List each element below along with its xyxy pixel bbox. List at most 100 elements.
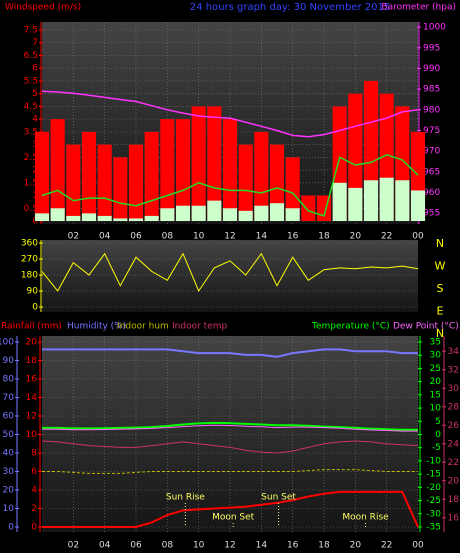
bar <box>144 131 159 221</box>
y-tick-label: 90 <box>27 287 39 297</box>
y-tick-label: 955 <box>423 209 440 219</box>
bar <box>254 131 269 221</box>
y-tick-label: 3.5 <box>24 127 38 137</box>
bar <box>191 205 206 221</box>
y-tick-label: 4 <box>31 486 37 496</box>
y-tick-label: 990 <box>423 64 440 74</box>
y-tick-label: 980 <box>423 105 440 115</box>
bar <box>81 213 97 221</box>
y-tick-label: 34 <box>448 347 460 357</box>
y-tick-label: -30 <box>426 509 441 519</box>
y-tick-label: 90 <box>3 356 15 366</box>
bar <box>81 131 97 221</box>
y-tick-label: 6 <box>32 64 38 74</box>
bar <box>285 157 300 221</box>
x-tick-label: 18 <box>318 232 330 242</box>
y-tick-label: 26 <box>448 421 460 431</box>
x-tick-label: 18 <box>318 541 330 551</box>
y-tick-label: 0 <box>8 523 14 533</box>
y-tick-label: 80 <box>3 375 15 385</box>
y-tick-label: 16 <box>26 375 38 385</box>
y-tick-label: 35 <box>430 338 441 348</box>
compass-label: N <box>436 237 444 250</box>
compass-label: N <box>436 327 444 340</box>
series-line <box>42 421 418 431</box>
bar <box>301 195 316 221</box>
series-line <box>42 469 418 474</box>
bar <box>160 119 175 221</box>
y-tick-label: -5 <box>432 443 441 453</box>
bar <box>285 208 300 221</box>
bar <box>97 144 112 221</box>
legend-label: Humidity (%) <box>67 322 126 332</box>
y-tick-label: 2 <box>31 504 37 514</box>
legend-label: Indoor hum <box>117 322 169 332</box>
legend-label: Temperature (°C) <box>311 322 390 332</box>
y-tick-label: 0 <box>32 303 38 313</box>
y-tick-label: 12 <box>26 412 37 422</box>
y-tick-label: 4 <box>32 115 38 125</box>
series-line <box>42 348 418 358</box>
bar <box>128 144 144 221</box>
chart-title: 24 hours graph day: 30 November 2015 <box>190 2 390 13</box>
y-tick-label: 0 <box>32 217 38 227</box>
y-tick-label: 10 <box>430 404 442 414</box>
y-tick-label: 14 <box>26 393 38 403</box>
series-line <box>41 153 419 217</box>
event-label: Moon Rise <box>342 513 389 523</box>
y-tick-label: 180 <box>21 271 38 281</box>
x-tick-label: 08 <box>162 541 174 551</box>
x-tick-label: 00 <box>412 232 424 242</box>
bar <box>207 200 222 221</box>
y-tick-label: 40 <box>3 449 15 459</box>
y-tick-label: 20 <box>448 476 460 486</box>
compass-label: S <box>437 282 444 295</box>
y-tick-label: 25 <box>430 364 441 374</box>
x-tick-label: 10 <box>193 232 205 242</box>
bar <box>222 208 238 221</box>
y-tick-label: 8 <box>31 449 37 459</box>
y-tick-label: -35 <box>426 523 441 533</box>
plot-background <box>42 336 418 532</box>
y-tick-label: 1.5 <box>24 178 38 188</box>
y-tick-label: 10 <box>26 430 38 440</box>
y-tick-label: 30 <box>430 351 442 361</box>
y-tick-label: 15 <box>430 390 441 400</box>
bar <box>238 210 253 221</box>
x-tick-label: 20 <box>350 541 362 551</box>
x-tick-label: 02 <box>68 541 79 551</box>
legend-label: Indoor temp <box>172 322 227 332</box>
compass-label: W <box>435 260 446 273</box>
bar <box>254 205 269 221</box>
y-tick-label: 7 <box>32 38 38 48</box>
y-tick-label: 20 <box>26 338 38 348</box>
y-tick-label: 360 <box>21 239 38 249</box>
y-tick-label: 6.5 <box>24 51 38 61</box>
bar <box>363 180 379 221</box>
y-tick-label: 24 <box>448 439 460 449</box>
x-tick-label: 12 <box>224 232 235 242</box>
x-tick-label: 04 <box>99 541 111 551</box>
y-tick-label: 970 <box>423 147 440 157</box>
legend-label: Dew Point (°C) <box>393 322 459 332</box>
x-tick-label: 10 <box>193 541 205 551</box>
series-line <box>42 490 419 528</box>
x-tick-label: 02 <box>68 232 79 242</box>
x-tick-label: 06 <box>130 232 142 242</box>
bar <box>207 106 222 221</box>
event-label: Sun Set <box>261 493 296 503</box>
event-label: Sun Rise <box>166 493 205 503</box>
y-tick-label: 0 <box>31 523 37 533</box>
bar <box>222 119 238 221</box>
bar <box>191 106 206 221</box>
y-tick-label: 7.5 <box>24 26 38 36</box>
y-tick-label: 4.5 <box>24 102 38 112</box>
bar <box>97 215 112 221</box>
series-line <box>41 252 419 293</box>
y-tick-label: 28 <box>448 402 460 412</box>
y-tick-label: 10 <box>3 504 15 514</box>
x-tick-label: 08 <box>162 232 174 242</box>
y-tick-label: 18 <box>26 356 38 366</box>
bar <box>160 208 175 221</box>
